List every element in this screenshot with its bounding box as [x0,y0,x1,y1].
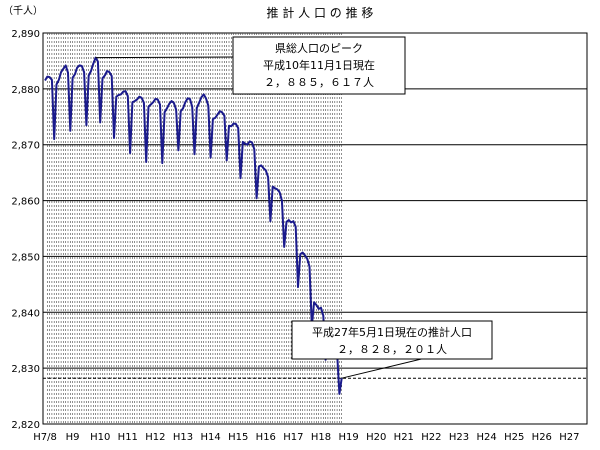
y-tick-label: 2,840 [11,308,40,319]
peak-annotation-text: 県総人口のピーク [275,41,363,55]
x-tick-label: H7/8 [33,432,57,443]
x-tick-label: H25 [504,432,524,443]
peak-annotation-box [232,36,406,95]
unit-label: （千人） [3,5,43,17]
x-tick-label: H17 [283,432,303,443]
x-tick-label: H18 [311,432,331,443]
x-tick-label: H26 [532,432,552,443]
y-tick-label: 2,830 [11,364,40,375]
x-tick-label: H16 [256,432,276,443]
peak-annotation-text: 平成10年11月1日現在 [263,58,375,72]
y-tick-label: 2,820 [11,420,40,431]
peak-annotation-text: ２，８８５，６１７人 [264,76,374,89]
y-tick-label: 2,850 [11,252,40,263]
x-tick-label: H22 [421,432,441,443]
chart-title: 推 計 人 口 の 推 移 [267,5,374,20]
y-tick-label: 2,890 [11,29,40,40]
y-tick-label: 2,870 [11,141,40,152]
x-tick-label: H13 [173,432,193,443]
current-annotation: 平成27年5月1日現在の推計人口 ２，８２８，２０１人 [291,320,493,379]
x-tick-label: H19 [338,432,358,443]
x-tick-label: H11 [118,432,138,443]
y-tick-label: 2,860 [11,197,40,208]
current-annotation-box [291,320,493,360]
x-tick-label: H15 [228,432,248,443]
series-line [44,56,343,395]
x-tick-label: H27 [559,432,579,443]
y-tick-labels: 2,820 2,830 2,840 2,850 2,860 2,870 2,880 2,890 [11,29,40,431]
x-tick-label: H23 [449,432,469,443]
y-tick-label: 2,880 [11,85,40,96]
peak-annotation-leader [95,56,234,59]
x-tick-label: H24 [476,432,496,443]
x-tick-label: H21 [394,432,414,443]
x-tick-label: H14 [200,432,220,443]
x-tick-label: H10 [90,432,110,443]
current-annotation-text: 平成27年5月1日現在の推計人口 [312,325,472,339]
x-tick-label: H20 [366,432,386,443]
x-tick-label: H9 [66,432,80,443]
current-annotation-text: ２，８２８，２０１人 [337,343,447,356]
x-tick-label: H12 [145,432,165,443]
series-group [43,56,587,395]
x-tick-labels: H7/8 H9 H10 H11 H12 H13 H14 H15 H16 H17 H18 H19 H20 H… [33,432,579,443]
plot-frame [42,32,588,425]
